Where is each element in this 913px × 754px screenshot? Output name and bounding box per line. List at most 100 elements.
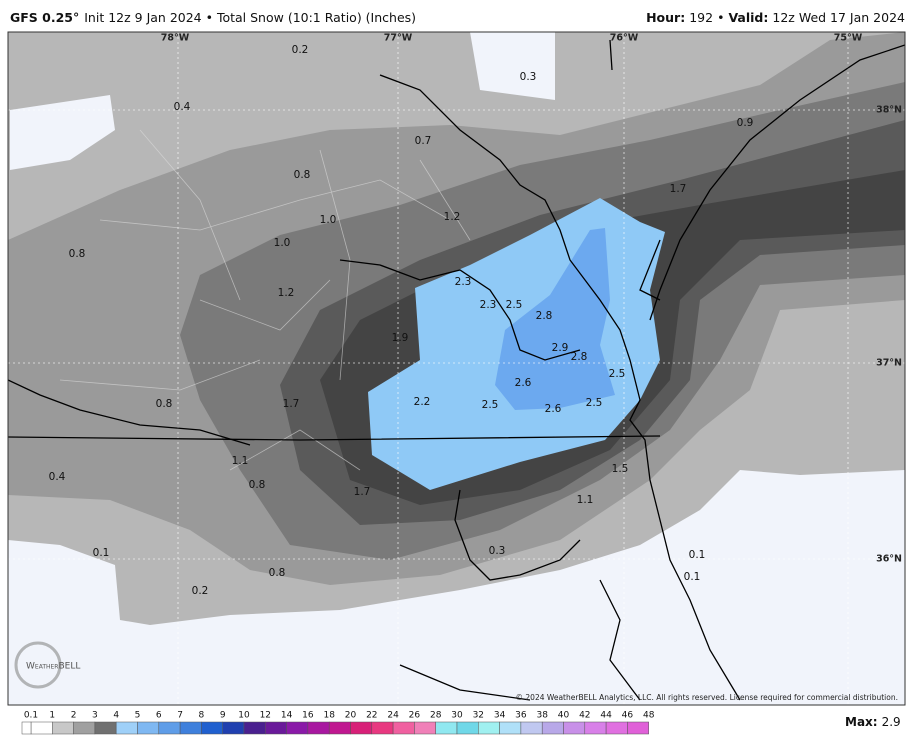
contour-label: 0.2 (292, 44, 309, 56)
colorbar-label: 16 (302, 711, 314, 721)
contour-label: 2.5 (506, 299, 523, 311)
colorbar-label: 10 (238, 711, 250, 721)
contour-label: 1.7 (670, 183, 687, 195)
colorbar-label: 46 (622, 711, 634, 721)
contour-label: 0.8 (294, 169, 311, 181)
logo: WeatherBELL (14, 641, 80, 689)
contour-label: 0.1 (93, 547, 110, 559)
contour-label: 0.1 (689, 549, 706, 561)
colorbar-swatch (30, 721, 53, 735)
colorbar-swatch (350, 721, 373, 735)
contour-label: 0.4 (49, 471, 66, 483)
contour-label: 0.3 (520, 71, 537, 83)
colorbar-label: 8 (199, 711, 205, 721)
longitude-label: 75°W (834, 33, 863, 44)
contour-label: 1.9 (392, 332, 409, 344)
max-label: Max: (845, 715, 878, 729)
colorbar-swatch (478, 721, 500, 735)
colorbar-swatch (158, 721, 181, 735)
colorbar-label: 28 (430, 711, 442, 721)
colorbar-label: 14 (281, 711, 293, 721)
contour-label: 1.5 (612, 463, 629, 475)
contour-label: 0.8 (156, 398, 173, 410)
colorbar-swatch (328, 721, 351, 735)
colorbar-swatch (73, 721, 96, 735)
latitude-label: 36°N (876, 554, 902, 565)
contour-label: 2.3 (455, 276, 472, 288)
colorbar-swatch (605, 721, 628, 735)
contour-label: 0.7 (415, 135, 432, 147)
header-left: GFS 0.25° Init 12z 9 Jan 2024 • Total Sno… (10, 10, 416, 25)
colorbar-label: 36 (515, 711, 527, 721)
colorbar-label: 40 (558, 711, 570, 721)
longitude-label: 77°W (384, 33, 413, 44)
colorbar-swatch (307, 721, 330, 735)
colorbar-label: 3 (92, 711, 98, 721)
colorbar-swatch (243, 721, 266, 735)
colorbar-swatch (115, 721, 138, 735)
contour-label: 0.1 (684, 571, 701, 583)
colorbar-swatch (286, 721, 309, 735)
colorbar-label: 26 (409, 711, 421, 721)
copyright: © 2024 WeatherBELL Analytics, LLC. All r… (516, 693, 898, 702)
contour-label: 0.4 (174, 101, 191, 113)
contour-label: 0.3 (489, 545, 506, 557)
contour-label: 2.2 (414, 396, 431, 408)
coastlines (8, 39, 905, 701)
shade-25 (495, 228, 615, 410)
colorbar-label: 44 (600, 711, 612, 721)
colorbar-label: 34 (494, 711, 506, 721)
colorbar-label: 48 (643, 711, 655, 721)
contour-label: 2.8 (536, 310, 553, 322)
colorbar-label: 7 (177, 711, 183, 721)
contour-label: 2.9 (552, 342, 569, 354)
contour-label: 2.3 (480, 299, 497, 311)
max-value: 2.9 (882, 715, 901, 729)
contour-label: 0.2 (192, 585, 209, 597)
contour-label: 2.6 (545, 403, 562, 415)
hour-label: Hour: (646, 10, 685, 25)
contour-label: 2.5 (609, 368, 626, 380)
colorbar-label: 32 (473, 711, 484, 721)
colorbar-label: 9 (220, 711, 226, 721)
colorbar-swatch (371, 721, 394, 735)
colorbar-swatch (627, 721, 649, 735)
colorbar-swatch (265, 721, 287, 735)
colorbar-swatch (94, 721, 117, 735)
contour-label: 1.0 (274, 237, 291, 249)
longitude-label: 76°W (610, 33, 639, 44)
colorbar-label: 12 (260, 711, 271, 721)
shade-white-top (10, 32, 555, 170)
contour-label: 1.2 (444, 211, 461, 223)
colorbar-label: 42 (579, 711, 590, 721)
hour: 192 (689, 10, 713, 25)
valid: 12z Wed 17 Jan 2024 (772, 10, 905, 25)
valid-label: Valid: (728, 10, 768, 25)
contour-label: 2.8 (571, 351, 588, 363)
logo-text: WeatherBELL (26, 662, 80, 672)
contour-label: 0.8 (69, 248, 86, 260)
map (8, 32, 905, 705)
colorbar-swatch (137, 721, 160, 735)
colorbar-swatch (52, 721, 74, 735)
colorbar-swatch (179, 721, 202, 735)
contour-label: 1.1 (232, 455, 249, 467)
product: Init 12z 9 Jan 2024 • Total Snow (10:1 R… (84, 10, 416, 25)
colorbar-label: 22 (366, 711, 377, 721)
contour-label: 1.7 (283, 398, 300, 410)
contour-label: 1.0 (320, 214, 337, 226)
colorbar-swatch (584, 721, 607, 735)
max: Max: 2.9 (845, 715, 901, 729)
latitude-label: 38°N (876, 105, 902, 116)
graticule (8, 32, 905, 705)
colorbar-label: 1 (49, 711, 55, 721)
colorbar-label: 30 (451, 711, 463, 721)
model: GFS 0.25° (10, 10, 79, 25)
contour-label: 0.9 (737, 117, 754, 129)
colorbar-swatch (456, 721, 479, 735)
colorbar-label: 18 (323, 711, 335, 721)
latitude-label: 37°N (876, 358, 902, 369)
contour-label: 1.2 (278, 287, 295, 299)
colorbar-label: 20 (345, 711, 357, 721)
